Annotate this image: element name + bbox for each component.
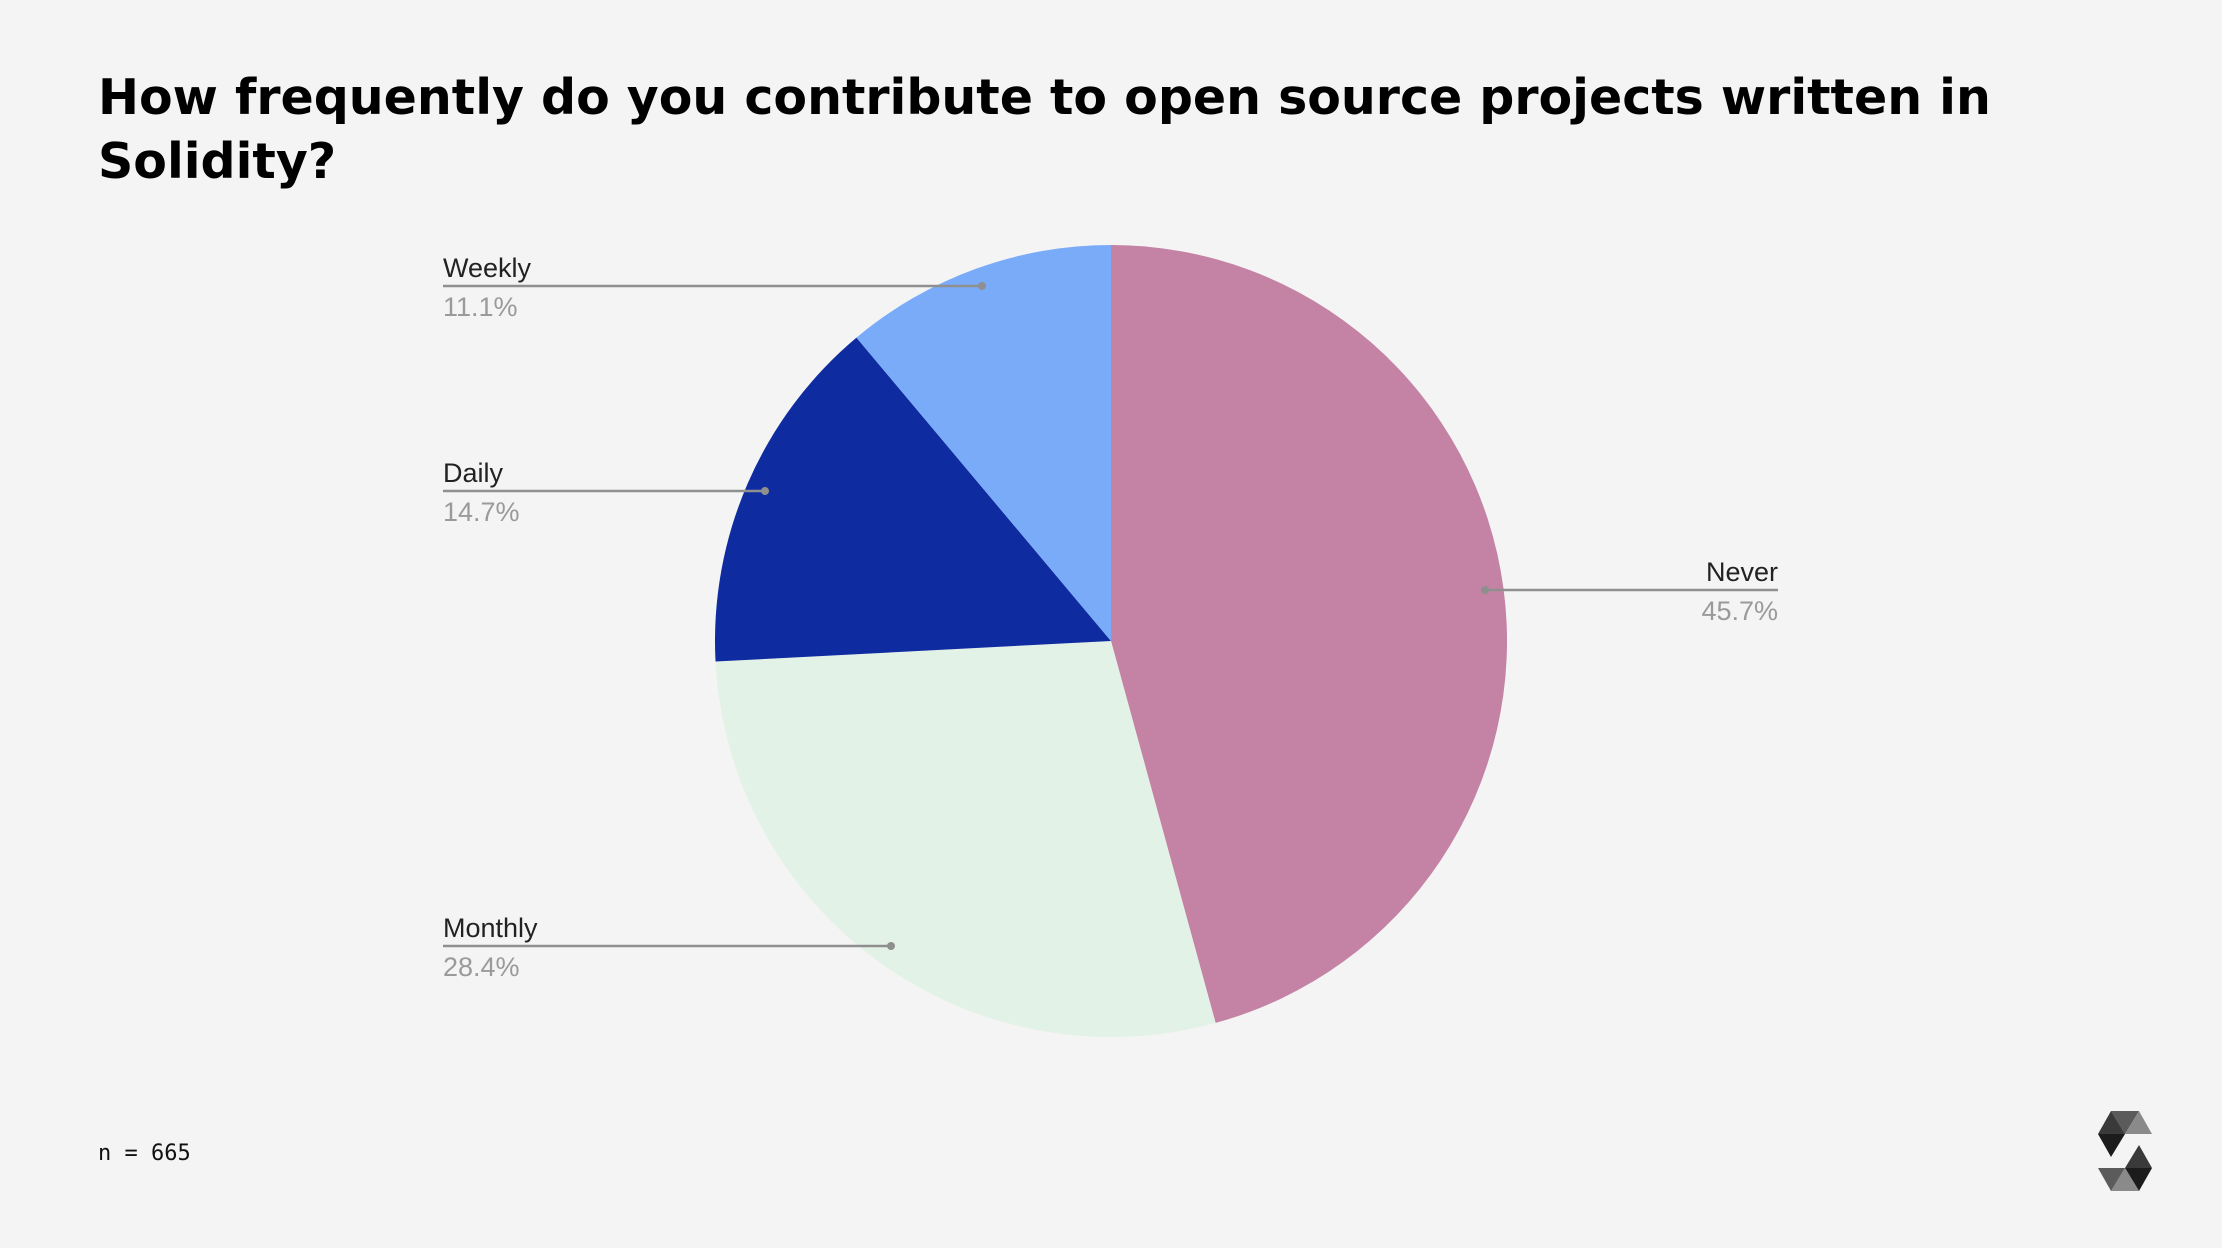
slice-label-monthly: Monthly xyxy=(443,913,538,943)
chart-title: How frequently do you contribute to open… xyxy=(98,69,1991,190)
slice-labels: Never 45.7% Monthly 28.4% Daily 14.7% Weekly 11… xyxy=(443,253,1778,982)
leader-lines xyxy=(443,282,1778,950)
leader-dot-monthly xyxy=(887,942,895,950)
solidity-logo-icon xyxy=(2098,1111,2152,1191)
slice-value-monthly: 28.4% xyxy=(443,952,520,982)
pie-slice-never xyxy=(1111,245,1507,1023)
pie-slices xyxy=(715,245,1507,1037)
pie-slice-daily xyxy=(715,337,1111,662)
slice-value-daily: 14.7% xyxy=(443,497,520,527)
leader-dot-weekly xyxy=(978,282,986,290)
leader-dot-never xyxy=(1481,586,1489,594)
sample-size-note: n = 665 xyxy=(98,1141,191,1166)
pie-slice-weekly xyxy=(856,245,1111,641)
slice-label-never: Never xyxy=(1706,557,1778,587)
slice-label-daily: Daily xyxy=(443,458,504,488)
slice-value-never: 45.7% xyxy=(1701,596,1778,626)
leader-dot-daily xyxy=(761,487,769,495)
slice-label-weekly: Weekly xyxy=(443,253,532,283)
pie-slice-monthly xyxy=(715,641,1216,1037)
slice-value-weekly: 11.1% xyxy=(443,292,518,322)
